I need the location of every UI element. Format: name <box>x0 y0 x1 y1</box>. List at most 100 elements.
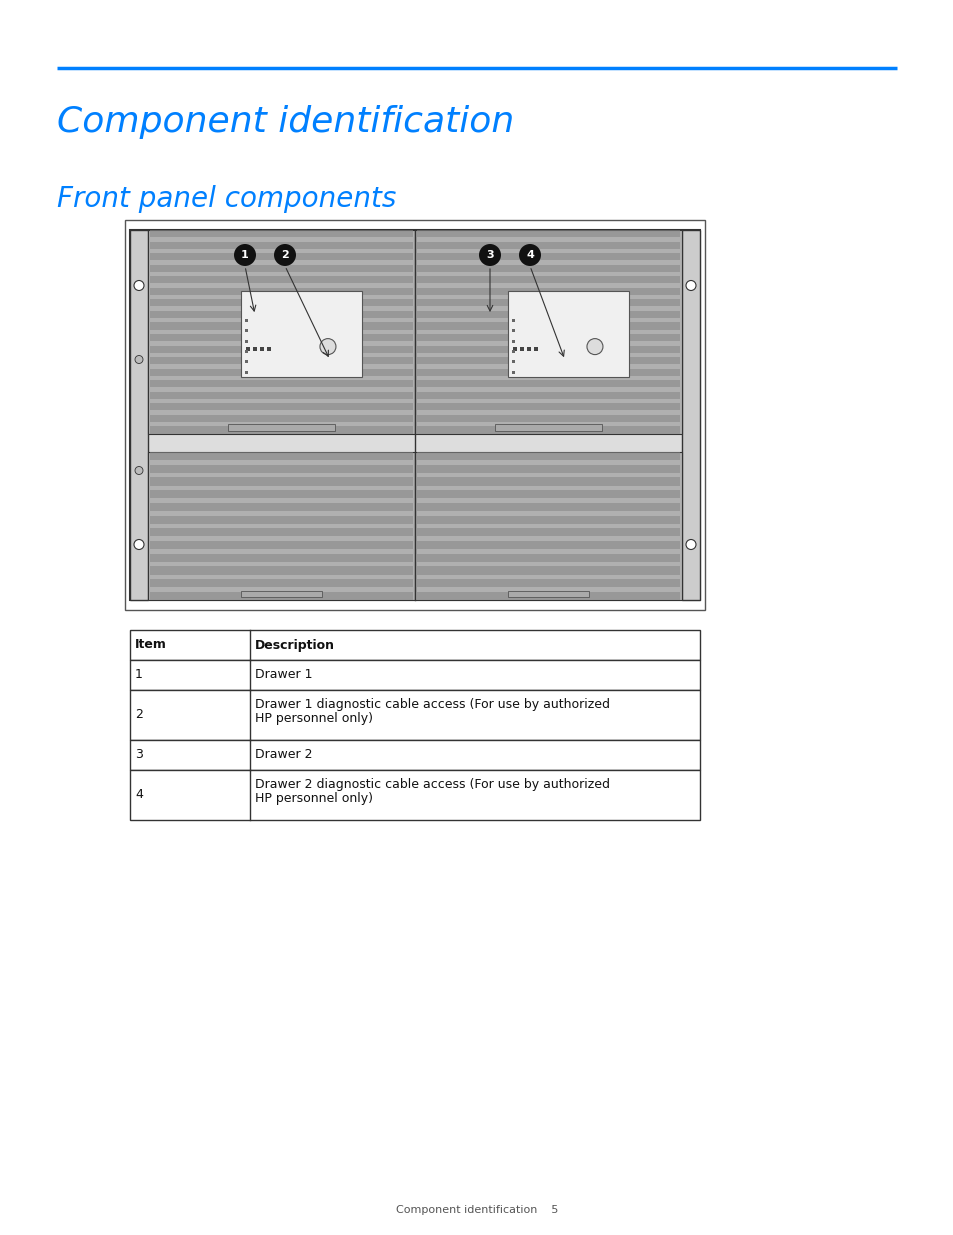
Text: 1: 1 <box>241 249 249 261</box>
Bar <box>150 452 413 461</box>
Bar <box>416 478 679 485</box>
Text: 4: 4 <box>525 249 534 261</box>
Bar <box>150 515 413 524</box>
Text: Drawer 2 diagnostic cable access (For use by authorized: Drawer 2 diagnostic cable access (For us… <box>254 778 609 790</box>
Bar <box>245 340 248 343</box>
Bar <box>130 740 700 769</box>
Bar <box>150 579 413 588</box>
Bar <box>416 369 679 375</box>
Circle shape <box>274 245 295 266</box>
Bar <box>150 346 413 353</box>
Bar <box>150 357 413 364</box>
Bar <box>512 319 515 322</box>
Bar <box>681 230 700 600</box>
Bar <box>415 452 681 600</box>
Bar <box>260 347 264 351</box>
Circle shape <box>685 280 696 290</box>
Bar <box>150 464 413 473</box>
Bar <box>253 347 257 351</box>
Circle shape <box>685 540 696 550</box>
Bar <box>150 242 413 248</box>
Text: Item: Item <box>135 638 167 652</box>
Bar <box>245 370 248 373</box>
Bar <box>130 769 700 820</box>
Bar <box>148 452 415 600</box>
Bar <box>150 322 413 330</box>
Bar <box>150 541 413 550</box>
Bar <box>241 592 321 597</box>
Bar <box>513 347 517 351</box>
Bar <box>495 424 601 431</box>
Bar <box>150 230 413 237</box>
Bar <box>150 380 413 388</box>
Bar <box>416 452 679 461</box>
Bar <box>508 291 628 377</box>
Bar <box>512 361 515 363</box>
Text: Component identification    5: Component identification 5 <box>395 1205 558 1215</box>
Bar <box>150 333 413 341</box>
Bar <box>150 529 413 536</box>
Bar <box>534 347 537 351</box>
Bar <box>150 426 413 433</box>
Text: 4: 4 <box>135 788 143 802</box>
Bar <box>415 230 681 433</box>
Circle shape <box>135 467 143 474</box>
Bar <box>416 242 679 248</box>
Text: Front panel components: Front panel components <box>57 185 395 212</box>
Bar <box>508 592 588 597</box>
Circle shape <box>586 338 602 354</box>
Bar <box>512 350 515 353</box>
Bar <box>150 288 413 295</box>
Circle shape <box>478 245 500 266</box>
Text: Description: Description <box>254 638 335 652</box>
Bar <box>416 253 679 261</box>
Bar <box>150 592 413 600</box>
Bar <box>245 319 248 322</box>
Bar <box>512 340 515 343</box>
Bar <box>416 322 679 330</box>
Bar <box>416 503 679 511</box>
Bar <box>416 311 679 317</box>
Bar <box>416 380 679 388</box>
Bar <box>416 553 679 562</box>
Bar <box>527 347 531 351</box>
Circle shape <box>133 280 144 290</box>
Circle shape <box>135 356 143 363</box>
Bar <box>150 264 413 272</box>
Bar <box>130 659 700 690</box>
Bar <box>150 299 413 306</box>
Bar <box>241 291 361 377</box>
Bar <box>150 415 413 422</box>
Bar <box>130 630 700 659</box>
Circle shape <box>133 540 144 550</box>
Bar <box>130 230 700 600</box>
Bar <box>416 277 679 283</box>
Bar <box>416 426 679 433</box>
Bar <box>130 690 700 740</box>
Bar <box>150 404 413 410</box>
Bar <box>228 424 335 431</box>
Bar <box>512 330 515 332</box>
Text: Component identification: Component identification <box>57 105 514 140</box>
Bar <box>148 230 415 433</box>
Text: 3: 3 <box>135 748 143 762</box>
Text: 2: 2 <box>281 249 289 261</box>
Bar <box>245 330 248 332</box>
Bar <box>150 478 413 485</box>
Bar <box>416 515 679 524</box>
Bar <box>416 333 679 341</box>
Bar <box>245 350 248 353</box>
Bar <box>150 567 413 574</box>
Bar <box>150 369 413 375</box>
Bar <box>150 253 413 261</box>
Bar <box>150 311 413 317</box>
Bar <box>416 490 679 499</box>
Text: HP personnel only): HP personnel only) <box>254 713 373 725</box>
Bar <box>416 391 679 399</box>
Bar <box>416 541 679 550</box>
Bar <box>150 553 413 562</box>
Circle shape <box>518 245 540 266</box>
Bar <box>416 579 679 588</box>
Bar <box>416 464 679 473</box>
Bar <box>150 503 413 511</box>
